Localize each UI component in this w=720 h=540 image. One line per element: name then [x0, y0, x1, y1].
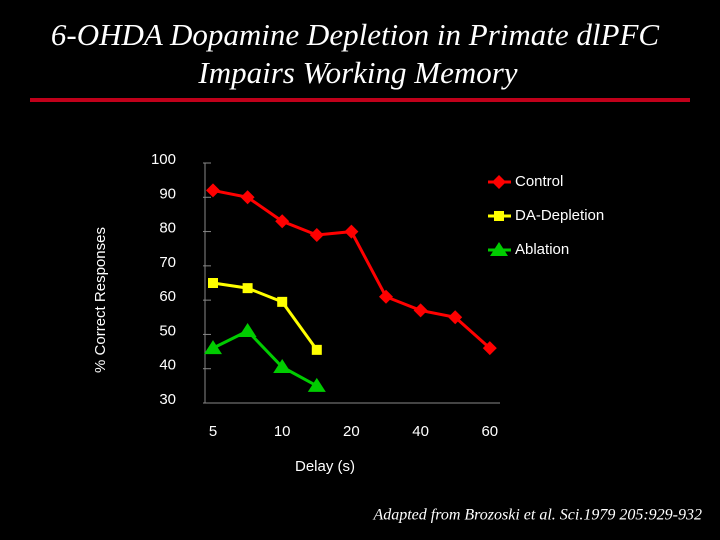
x-tick-label: 60 — [481, 423, 498, 440]
x-tick-label: 20 — [343, 423, 360, 440]
point — [309, 228, 324, 242]
x-tick-label: 10 — [274, 423, 291, 440]
point — [208, 278, 218, 288]
chart-title: Impairs Working Memory — [197, 55, 517, 90]
point — [273, 359, 292, 373]
y-tick-label: 30 — [159, 391, 176, 408]
y-axis-label: % Correct Responses — [92, 227, 109, 373]
y-tick-label: 70 — [159, 254, 176, 271]
legend-marker — [492, 175, 506, 189]
point — [448, 310, 463, 325]
legend-label: DA-Depletion — [515, 207, 604, 224]
legend-label: Ablation — [515, 241, 569, 258]
legend-marker — [494, 211, 504, 221]
point — [379, 289, 393, 304]
point — [238, 323, 257, 337]
point — [240, 190, 255, 205]
y-tick-label: 60 — [159, 288, 176, 305]
x-axis-label: Delay (s) — [295, 458, 355, 475]
point — [204, 340, 222, 355]
point — [275, 214, 290, 229]
chart-title: 6-OHDA Dopamine Depletion in Primate dlP… — [51, 17, 659, 52]
point — [344, 224, 359, 239]
series-line — [212, 188, 491, 350]
y-tick-label: 40 — [159, 357, 176, 374]
x-tick-label: 5 — [209, 423, 217, 440]
y-tick-label: 100 — [151, 151, 176, 168]
point — [307, 377, 326, 392]
x-tick-label: 40 — [412, 423, 429, 440]
point — [413, 303, 428, 318]
y-tick-label: 80 — [159, 220, 176, 237]
point — [311, 344, 322, 355]
point — [206, 183, 220, 198]
y-tick-label: 50 — [159, 322, 176, 339]
point — [242, 283, 253, 294]
title-rule — [30, 98, 690, 102]
point — [277, 296, 288, 307]
y-tick-label: 90 — [159, 185, 176, 202]
series-line — [212, 281, 319, 351]
legend-label: Control — [515, 173, 563, 190]
source-note: Adapted from Brozoski et al. Sci.1979 20… — [372, 507, 702, 524]
point — [482, 341, 497, 356]
series-line — [212, 329, 318, 388]
legend-marker — [490, 242, 508, 256]
